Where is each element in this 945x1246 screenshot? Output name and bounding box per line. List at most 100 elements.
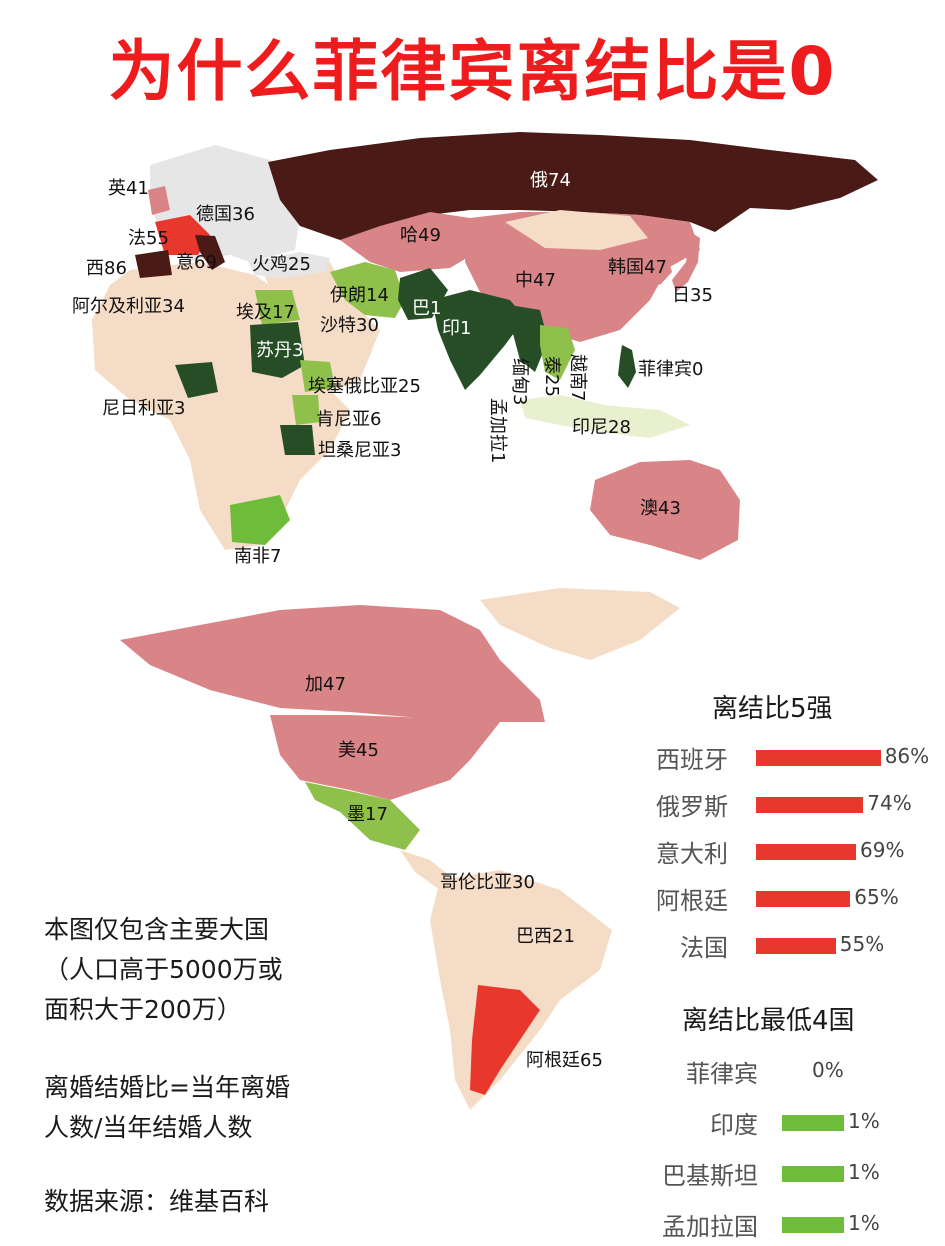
region-usa <box>270 715 500 800</box>
region-thailand <box>540 325 575 380</box>
label-pakistan: 巴1 <box>412 298 441 319</box>
def-line-2: 人数/当年结婚人数 <box>44 1113 253 1142</box>
scope-line-1: 本图仅包含主要大国 <box>44 915 270 944</box>
label-russia: 俄74 <box>530 170 571 191</box>
label-italy: 意69 <box>176 252 217 273</box>
label-germany: 德国36 <box>196 204 255 225</box>
label-tanzania: 坦桑尼亚3 <box>318 440 401 461</box>
bar-name: 法国 <box>680 934 728 962</box>
label-iran: 伊朗14 <box>330 285 389 306</box>
region-philippines <box>618 345 636 388</box>
region-uk <box>148 186 170 215</box>
label-usa: 美45 <box>338 740 379 761</box>
region-argentina <box>470 985 540 1095</box>
label-saudi: 沙特30 <box>320 315 379 336</box>
scope-line-2: （人口高于5000万或 <box>44 955 283 984</box>
label-brazil: 巴西21 <box>516 926 575 947</box>
region-sudan <box>250 322 305 378</box>
region-south-america <box>430 870 612 1110</box>
region-iran <box>330 262 405 318</box>
bar-name: 菲律宾 <box>686 1060 758 1088</box>
source-note: 数据来源：维基百科 <box>44 1187 270 1216</box>
region-turkey <box>248 252 330 278</box>
region-korea <box>650 250 672 285</box>
bar-value: 1% <box>848 1211 880 1235</box>
page-title: 为什么菲律宾离结比是0 <box>108 33 837 110</box>
label-canada: 加47 <box>305 674 346 695</box>
bar-name: 意大利 <box>656 840 728 868</box>
label-spain: 西86 <box>86 258 127 279</box>
label-nigeria: 尼日利亚3 <box>102 398 185 419</box>
label-colombia: 哥伦比亚30 <box>440 872 535 893</box>
label-argentina: 阿根廷65 <box>526 1050 603 1071</box>
bar <box>756 750 881 766</box>
label-south-africa: 南非7 <box>234 546 281 567</box>
label-kazakhstan: 哈49 <box>400 225 441 246</box>
bar-name: 西班牙 <box>656 746 728 774</box>
region-nigeria <box>175 362 218 398</box>
bar <box>756 797 864 813</box>
bar-value: 86% <box>884 744 930 768</box>
region-tanzania <box>280 425 315 455</box>
bar-value: 0% <box>812 1058 844 1082</box>
bar-value: 74% <box>867 791 912 815</box>
label-turkey: 火鸡25 <box>252 254 311 275</box>
label-australia: 澳43 <box>640 498 681 519</box>
bar-name: 俄罗斯 <box>656 793 728 821</box>
region-mexico <box>305 782 420 850</box>
region-spain <box>135 250 172 278</box>
bar-value: 65% <box>854 885 899 909</box>
bar <box>756 938 836 954</box>
bar-name: 阿根廷 <box>656 887 728 915</box>
label-mexico: 墨17 <box>347 804 388 825</box>
label-china: 中47 <box>515 270 556 291</box>
bar <box>782 1115 844 1131</box>
label-uk: 英41 <box>108 178 149 199</box>
label-myanmar: 缅甸3 <box>509 358 530 405</box>
region-saudi <box>300 298 372 378</box>
label-japan: 日35 <box>672 285 713 306</box>
scope-line-3: 面积大于200万） <box>44 995 242 1024</box>
region-australia <box>590 460 740 560</box>
label-vietnam: 越南7 <box>567 354 588 401</box>
region-canada <box>120 605 545 722</box>
top5-title: 离结比5强 <box>712 694 833 724</box>
bar-name: 印度 <box>710 1111 758 1139</box>
label-thailand: 泰25 <box>541 356 562 397</box>
bar-value: 1% <box>848 1109 880 1133</box>
label-kenya: 肯尼亚6 <box>316 409 381 430</box>
region-indonesia <box>520 395 690 438</box>
region-india <box>432 290 525 390</box>
scope-note: 本图仅包含主要大国 （人口高于5000万或 面积大于200万） <box>44 910 283 1030</box>
label-korea: 韩国47 <box>608 257 667 278</box>
label-sudan: 苏丹3 <box>256 340 303 361</box>
region-italy <box>195 235 225 270</box>
label-france: 法55 <box>128 228 169 249</box>
bar <box>782 1166 844 1182</box>
region-mongolia <box>505 210 648 250</box>
bottom4-title: 离结比最低4国 <box>682 1006 855 1036</box>
bar-name: 巴基斯坦 <box>662 1162 758 1190</box>
bar <box>756 891 851 907</box>
label-indonesia: 印尼28 <box>572 417 631 438</box>
label-philippines: 菲律宾0 <box>638 359 703 380</box>
label-egypt: 埃及17 <box>236 302 295 323</box>
label-bangladesh: 孟加拉1 <box>487 398 508 463</box>
bar-value: 69% <box>860 838 905 862</box>
region-russia <box>268 132 878 240</box>
region-france <box>155 215 210 255</box>
label-india: 印1 <box>442 318 471 339</box>
bar <box>756 844 857 860</box>
label-ethiopia: 埃塞俄比亚25 <box>308 376 421 397</box>
bar <box>782 1217 844 1233</box>
bar-value: 55% <box>839 932 885 956</box>
region-myanmar <box>510 305 548 372</box>
region-greenland <box>480 588 680 660</box>
region-ethiopia <box>300 360 335 392</box>
region-south-africa <box>230 495 290 545</box>
region-kenya <box>292 395 320 425</box>
definition-note: 离婚结婚比=当年离婚 人数/当年结婚人数 <box>44 1068 290 1148</box>
bar-value: 1% <box>848 1160 880 1184</box>
def-line-1: 离婚结婚比=当年离婚 <box>44 1073 290 1102</box>
